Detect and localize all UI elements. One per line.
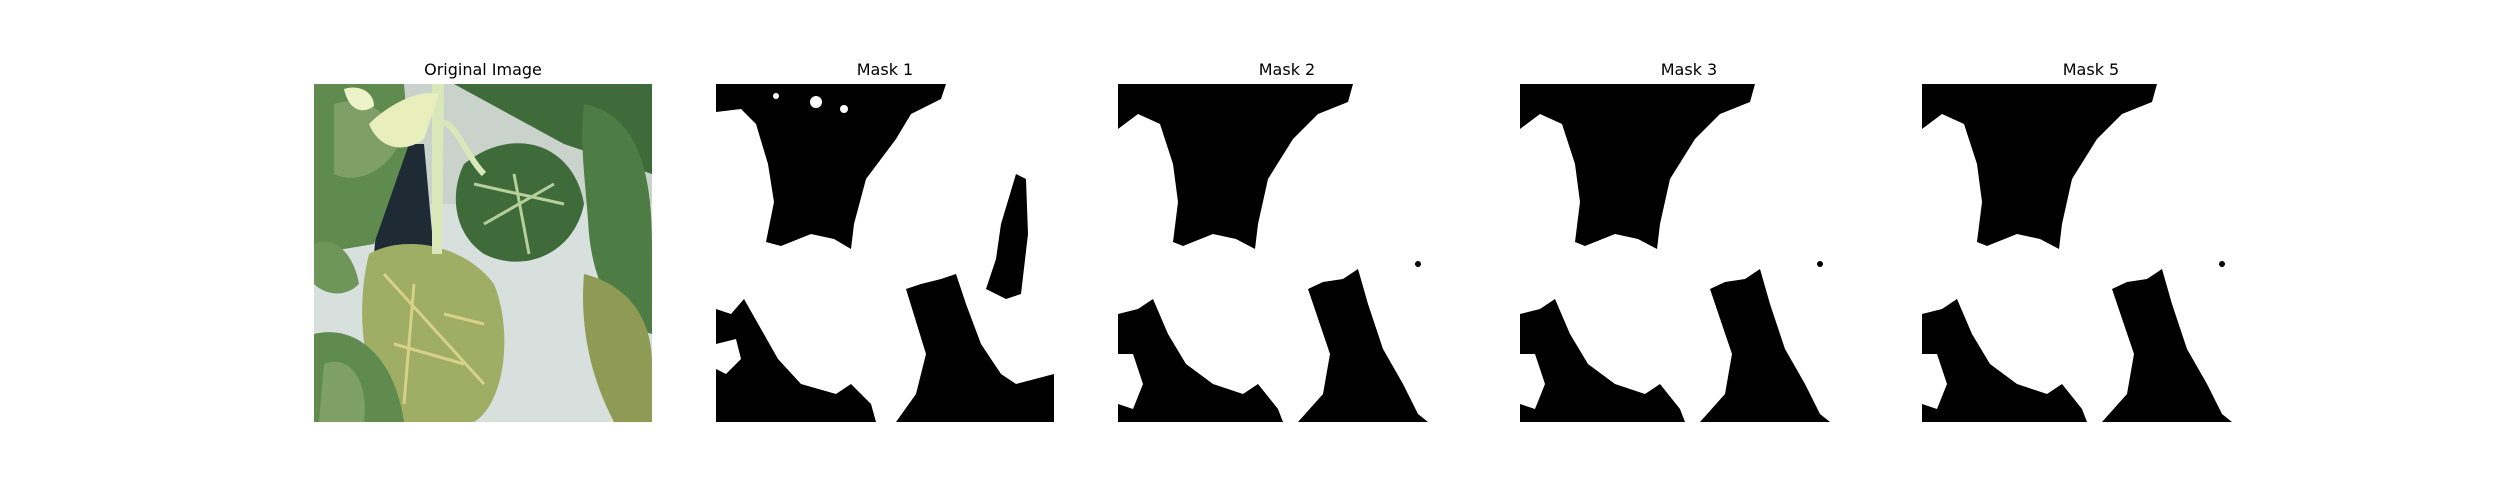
panel-title: Mask 3 — [1660, 60, 1718, 79]
panel-title: Mask 1 — [856, 60, 914, 79]
mask-3-image — [1520, 84, 1858, 422]
mask-5-image — [1922, 84, 2260, 422]
mask-2-image — [1118, 84, 1456, 422]
panel-title: Original Image — [424, 60, 542, 79]
original-plant-photo — [314, 84, 652, 422]
mask-1-image — [716, 84, 1054, 422]
panel-title: Mask 5 — [2062, 60, 2120, 79]
panel-title: Mask 2 — [1258, 60, 1316, 79]
